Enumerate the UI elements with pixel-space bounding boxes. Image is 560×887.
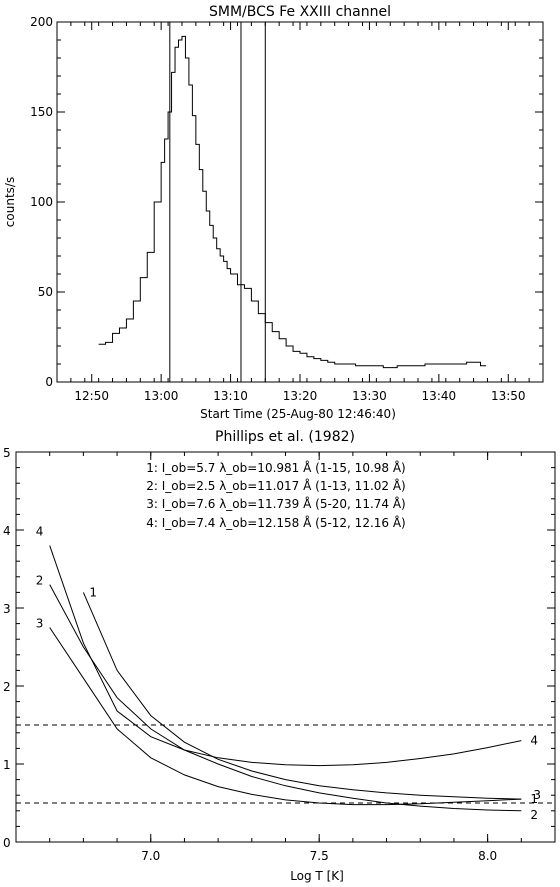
top-x-tick-label: 13:20 — [283, 389, 318, 403]
bottom-series-start-label-4: 4 — [36, 525, 44, 539]
bottom-series-start-label-2: 2 — [36, 574, 44, 588]
top-x-tick-label: 13:50 — [491, 389, 526, 403]
bottom-series-start-label-3: 3 — [36, 617, 44, 631]
annotation-line-4: 4: I_ob=7.4 λ_ob=12.158 Å (5-12, 12.16 Å… — [146, 515, 406, 530]
top-plot-frame — [56, 21, 544, 383]
top-x-tick-label: 12:50 — [74, 389, 109, 403]
annotation-line-1: 1: I_ob=5.7 λ_ob=10.981 Å (1-15, 10.98 Å… — [146, 460, 406, 475]
bottom-series-end-label-4: 4 — [530, 734, 538, 748]
top-y-axis-label: counts/s — [3, 177, 17, 227]
annotation-line-2: 2: I_ob=2.5 λ_ob=11.017 Å (1-13, 11.02 Å… — [146, 478, 406, 493]
top-x-tick-label: 13:30 — [352, 389, 387, 403]
top-y-tick-label: 50 — [38, 285, 53, 299]
bottom-x-tick-label: 7.0 — [141, 849, 160, 863]
top-chart-title: SMM/BCS Fe XXIII channel — [209, 4, 391, 20]
top-x-tick-label: 13:10 — [213, 389, 248, 403]
bottom-series-end-label-1: 1 — [530, 792, 538, 806]
bottom-ticks: 7.0 7.5 8.0 0 1 2 3 4 5 — [3, 446, 556, 863]
bottom-series-line-3 — [49, 627, 522, 806]
bottom-y-tick-label: 5 — [3, 446, 11, 460]
bottom-series-line-2 — [49, 584, 522, 812]
bottom-y-tick-label: 2 — [3, 680, 11, 694]
bottom-y-tick-label: 1 — [3, 758, 11, 772]
top-x-tick-label: 13:40 — [422, 389, 457, 403]
annotation-line-3: 3: I_ob=7.6 λ_ob=11.739 Å (5-20, 11.74 Å… — [146, 496, 406, 511]
top-vertical-markers — [169, 22, 266, 382]
top-x-axis-label: Start Time (25-Aug-80 12:46:40) — [200, 407, 396, 421]
bottom-x-tick-label: 7.5 — [310, 849, 329, 863]
bottom-series-end-label-2: 2 — [530, 808, 538, 822]
bottom-annotations: 1: I_ob=5.7 λ_ob=10.981 Å (1-15, 10.98 Å… — [146, 460, 406, 530]
top-y-tick-label: 100 — [30, 195, 53, 209]
bottom-series-start-label-1: 1 — [89, 585, 97, 599]
bottom-series-lines: 1 1 2 2 3 3 4 4 — [36, 525, 541, 822]
top-y-tick-label: 200 — [30, 15, 53, 29]
bottom-y-tick-label: 4 — [3, 524, 11, 538]
bottom-reference-lines — [16, 724, 555, 804]
top-series-histogram — [98, 35, 487, 369]
top-y-tick-label: 0 — [45, 375, 53, 389]
bottom-series-end-label-3: 3 — [533, 788, 541, 802]
top-y-tick-label: 150 — [30, 105, 53, 119]
bottom-x-axis-label: Log T [K] — [290, 869, 344, 883]
bottom-y-tick-label: 3 — [3, 602, 11, 616]
top-x-tick-label: 13:00 — [144, 389, 179, 403]
top-panel: SMM/BCS Fe XXIII channel counts/s Start … — [3, 4, 544, 421]
bottom-x-tick-label: 8.0 — [478, 849, 497, 863]
bottom-y-tick-label: 0 — [3, 836, 11, 850]
bottom-panel: Phillips et al. (1982) Log T [K] 7.0 7.5 8… — [3, 429, 556, 883]
top-ticks: 12:50 13:00 13:10 13:20 13:30 13:40 13:50 0 50 10… — [30, 15, 544, 403]
bottom-series-line-1 — [82, 592, 522, 800]
bottom-series-line-4 — [49, 545, 522, 767]
bottom-chart-title: Phillips et al. (1982) — [215, 429, 355, 445]
